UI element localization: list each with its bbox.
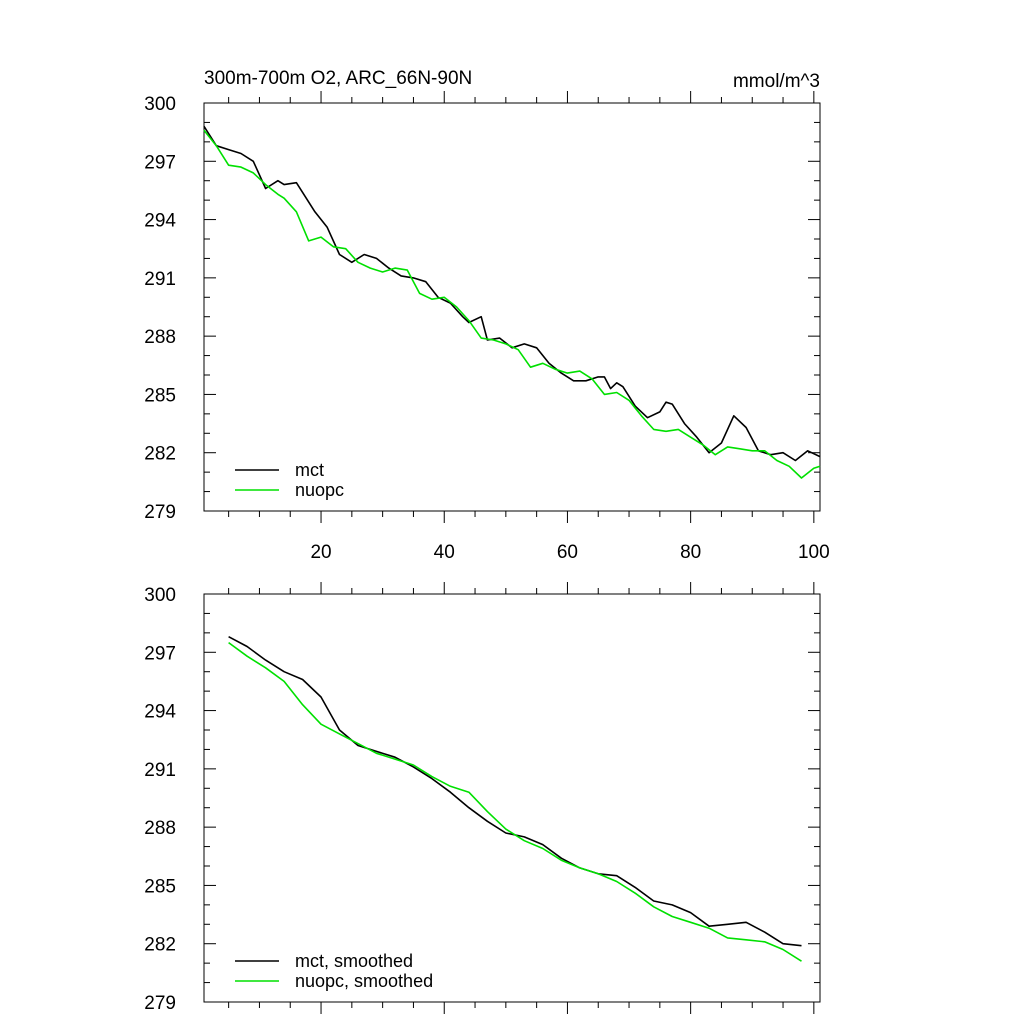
- x-tick-label: 60: [557, 542, 578, 563]
- x-tick-label: 80: [680, 542, 701, 563]
- chart-panel-2: 279 282 285 288 291 294 297 300 mct, smoothednuo…: [144, 582, 820, 1014]
- legend-label: mct, smoothed: [295, 951, 413, 971]
- y-tick-label: 300: [144, 585, 176, 606]
- y-tick-label: 297: [144, 643, 176, 664]
- y-tick-label: 294: [144, 211, 176, 232]
- plot-frame: [204, 594, 820, 1002]
- units-label: mmol/m^3: [733, 71, 820, 92]
- series-line-mct: [204, 126, 820, 460]
- y-tick-label: 291: [144, 760, 176, 781]
- y-tick-label: 282: [144, 935, 176, 956]
- legend-label: nuopc, smoothed: [295, 971, 433, 991]
- y-tick-label: 285: [144, 385, 176, 406]
- y-tick-label: 282: [144, 444, 176, 465]
- y-tick-label: 288: [144, 327, 176, 348]
- chart-title: 300m-700m O2, ARC_66N-90N: [204, 68, 472, 89]
- series-line-mct-smoothed: [229, 637, 802, 946]
- x-tick-label: 40: [434, 542, 455, 563]
- x-tick-label: 100: [798, 542, 830, 563]
- y-tick-label: 279: [144, 993, 176, 1014]
- y-tick-label: 279: [144, 502, 176, 523]
- y-tick-label: 288: [144, 818, 176, 839]
- y-tick-label: 297: [144, 152, 176, 173]
- chart-panel-1: 279 282 285 288 291 294 297 300 20 40 60 80 100 300m-…: [144, 68, 829, 563]
- figure: 279 282 285 288 291 294 297 300 20 40 60 80 100 300m-…: [0, 0, 1024, 1024]
- y-tick-label: 300: [144, 94, 176, 115]
- x-tick-label: 20: [310, 542, 331, 563]
- plot-frame: [204, 103, 820, 511]
- y-tick-label: 285: [144, 876, 176, 897]
- y-tick-label: 294: [144, 702, 176, 723]
- y-tick-label: 291: [144, 269, 176, 290]
- legend-label: mct: [295, 460, 324, 480]
- legend-label: nuopc: [295, 480, 344, 500]
